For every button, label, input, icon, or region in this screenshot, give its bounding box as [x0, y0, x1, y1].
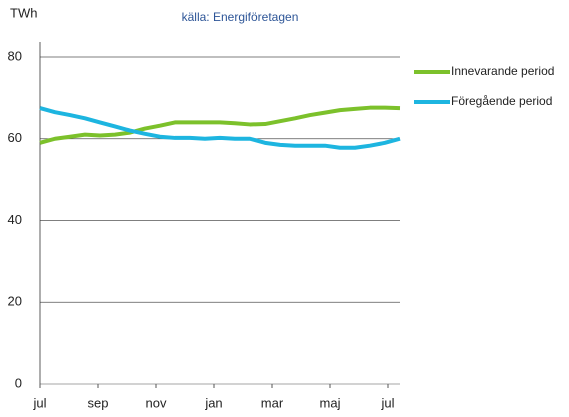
line-series [39, 106, 401, 150]
y-tick-label: 0 [15, 375, 22, 390]
x-tick-label: maj [320, 395, 341, 410]
y-tick-label: 80 [8, 48, 22, 63]
y-tick-label: 20 [8, 294, 22, 309]
x-tick-label: mar [261, 395, 284, 410]
x-tick-label: jul [380, 395, 394, 410]
y-axis-label: TWh [10, 5, 37, 20]
legend-label: Innevarande period [451, 64, 554, 78]
y-tick-label: 40 [8, 212, 22, 227]
y-tick-label: 60 [8, 130, 22, 145]
x-tick-label: sep [88, 395, 109, 410]
x-tick-label: jan [204, 395, 222, 410]
x-tick-label: nov [146, 395, 167, 410]
legend-label: Föregående period [451, 94, 552, 108]
chart-subtitle: källa: Energiföretagen [182, 10, 299, 24]
x-tick-label: jul [32, 395, 46, 410]
line-series [39, 105, 401, 145]
